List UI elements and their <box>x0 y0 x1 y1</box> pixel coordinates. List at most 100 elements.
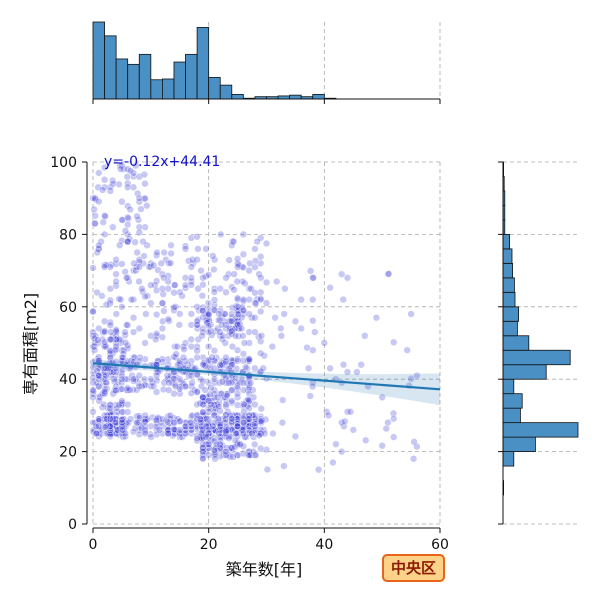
scatter-point <box>245 381 253 389</box>
scatter-point <box>141 422 149 430</box>
scatter-point <box>94 183 102 191</box>
scatter-point <box>245 328 253 336</box>
scatter-point <box>343 274 352 282</box>
scatter-point <box>197 382 206 391</box>
scatter-point <box>147 299 155 307</box>
scatter-point <box>179 353 188 362</box>
scatter-point <box>221 339 229 347</box>
scatter-point <box>410 438 418 446</box>
scatter-point <box>135 256 143 264</box>
scatter-point <box>194 245 202 253</box>
scatter-point <box>217 390 226 398</box>
scatter-point <box>255 431 264 440</box>
scatter-point <box>207 400 215 409</box>
scatter-point <box>222 415 230 423</box>
scatter-point <box>215 402 223 411</box>
scatter-point <box>100 415 109 423</box>
scatter-point <box>117 379 126 387</box>
scatter-point <box>199 408 207 417</box>
scatter-point <box>187 281 195 289</box>
scatter-point <box>124 344 132 353</box>
scatter-point <box>100 183 109 191</box>
scatter-point <box>176 310 184 318</box>
scatter-point <box>159 317 167 325</box>
right-hist-bar <box>502 335 530 351</box>
scatter-point <box>187 389 195 397</box>
scatter-point <box>122 274 131 282</box>
scatter-point <box>120 422 128 430</box>
scatter-point <box>158 285 167 293</box>
scatter-point <box>205 271 213 279</box>
scatter-point <box>208 353 216 361</box>
scatter-point <box>341 417 349 426</box>
scatter-point <box>382 425 390 433</box>
scatter-point <box>214 324 222 333</box>
scatter-point <box>121 339 130 347</box>
scatter-point <box>145 263 153 271</box>
scatter-point <box>100 389 109 397</box>
scatter-point <box>222 448 230 456</box>
scatter-point <box>269 429 277 438</box>
scatter-point <box>234 440 242 449</box>
scatter-point <box>214 414 223 423</box>
scatter-point <box>135 357 143 365</box>
ward-badge: 中央区 <box>382 554 445 582</box>
scatter-point <box>228 361 236 369</box>
scatter-point <box>160 274 168 282</box>
scatter-point <box>124 202 132 210</box>
scatter-point <box>251 328 259 336</box>
scatter-point <box>124 214 132 223</box>
scatter-point <box>147 382 155 391</box>
scatter-point <box>187 335 195 344</box>
scatter-point <box>100 341 109 349</box>
scatter-point <box>176 385 184 393</box>
scatter-point <box>378 393 386 401</box>
scatter-point <box>187 413 196 421</box>
scatter-point <box>216 285 224 293</box>
scatter-point <box>152 335 160 344</box>
scatter-point <box>100 317 109 325</box>
scatter-point <box>129 169 138 177</box>
top-hist-bar <box>231 93 244 100</box>
scatter-point <box>193 324 202 333</box>
scatter-point <box>228 379 236 387</box>
scatter-point <box>147 433 155 441</box>
scatter-point <box>210 347 219 355</box>
scatter-point <box>305 364 313 372</box>
scatter-point <box>162 416 170 425</box>
scatter-point <box>245 422 253 430</box>
scatter-point <box>339 296 347 304</box>
x-tick-label: 40 <box>315 537 333 553</box>
top-hist-bar <box>289 94 302 100</box>
scatter-point <box>390 433 398 441</box>
scatter-point <box>90 205 98 214</box>
scatter-point <box>187 372 195 380</box>
scatter-point <box>121 227 130 235</box>
scatter-point <box>181 242 190 250</box>
scatter-point <box>239 297 248 305</box>
scatter-point <box>118 346 126 354</box>
scatter-point <box>118 423 126 431</box>
scatter-point <box>222 402 230 410</box>
scatter-point <box>211 455 219 463</box>
scatter-point <box>90 334 99 342</box>
scatter-point <box>95 422 103 430</box>
scatter-point <box>222 353 230 362</box>
scatter-point <box>129 172 138 181</box>
scatter-point <box>124 384 132 392</box>
scatter-point <box>231 332 240 340</box>
scatter-point <box>112 270 120 278</box>
scatter-point <box>260 426 268 434</box>
scatter-point <box>153 311 161 319</box>
scatter-point <box>133 248 141 257</box>
scatter-point <box>338 270 346 278</box>
scatter-point <box>209 422 217 430</box>
scatter-point <box>279 396 287 404</box>
scatter-point <box>258 417 266 425</box>
scatter-point <box>362 436 370 444</box>
scatter-point <box>141 417 149 426</box>
scatter-point <box>259 364 267 372</box>
scatter-point <box>329 458 337 467</box>
scatter-point <box>176 433 184 441</box>
